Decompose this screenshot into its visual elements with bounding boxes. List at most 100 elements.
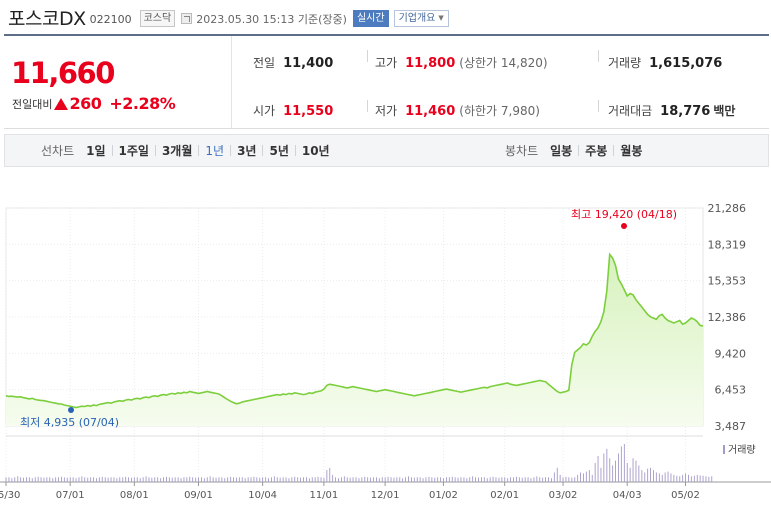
high-value: 11,800 (405, 56, 456, 71)
volume-bar (609, 458, 611, 483)
volume-bar (556, 467, 558, 483)
divider (367, 100, 368, 112)
volume-bar (265, 477, 267, 483)
stat-open: 시가 11,550 (253, 102, 333, 119)
tab-weekly[interactable]: 주봉 (585, 144, 608, 158)
volume-bar (498, 477, 500, 482)
volume-bar (390, 477, 392, 483)
volume-bar (481, 477, 482, 483)
volume-bar (230, 476, 232, 482)
open-value: 11,550 (283, 104, 334, 119)
volume-bar (702, 475, 704, 482)
volume-bar (510, 477, 511, 483)
volume-bar (98, 477, 100, 483)
volume-bar (667, 471, 669, 483)
volume-bar (69, 477, 71, 483)
stock-code: 022100 (89, 12, 132, 26)
volume-bar (145, 476, 147, 482)
divider (367, 50, 368, 62)
volume-bar (308, 478, 310, 482)
tab-daily[interactable]: 일봉 (550, 144, 573, 158)
low-label: 저가 (375, 104, 398, 118)
chevron-down-icon: ▼ (438, 13, 444, 22)
volume-bar (107, 477, 109, 482)
volume-bar (87, 477, 89, 482)
volume-bar (314, 477, 316, 483)
volume-bar (148, 477, 150, 483)
volume-bar (483, 477, 485, 483)
volume-bar (574, 477, 576, 483)
volume-bar (285, 477, 287, 483)
volume-bar (580, 472, 581, 482)
volume-bar (203, 478, 205, 482)
volume-bar (171, 477, 173, 482)
price-line (5, 252, 704, 409)
volume-bar (536, 476, 538, 482)
volume-bar (448, 477, 450, 483)
volume-bar (253, 476, 255, 482)
volume-bar (5, 477, 7, 483)
tab-1d[interactable]: 1일 (86, 144, 106, 158)
volume-bar (632, 458, 634, 483)
volume-bar (696, 474, 698, 482)
y-tick-label: 9,420 (715, 347, 747, 360)
tab-3m[interactable]: 3개월 (161, 144, 193, 158)
volume-bar (180, 478, 182, 482)
volume-bar (72, 477, 74, 483)
price-change-row: 전일대비 260 +2.28% (12, 94, 176, 113)
x-tick-label: 07/01 (56, 490, 85, 501)
volume-bar (122, 477, 124, 483)
volume-bar (693, 475, 695, 482)
volume-bar (163, 477, 164, 483)
prev-close-value: 11,400 (283, 56, 334, 71)
volume-bar (384, 477, 386, 483)
x-tick-label: 09/01 (184, 490, 213, 501)
volume-bar (349, 477, 351, 482)
tab-3y[interactable]: 3년 (237, 144, 257, 158)
volume-bar (256, 477, 258, 483)
volume-bar (17, 476, 19, 482)
volume-bar (705, 476, 707, 482)
volume-bar (206, 477, 208, 483)
tab-monthly[interactable]: 월봉 (620, 144, 643, 158)
realtime-button[interactable]: 실시간 (352, 9, 389, 27)
y-tick-label: 18,319 (708, 238, 747, 251)
volume-bar (603, 453, 605, 482)
tab-1w[interactable]: 1주일 (118, 144, 149, 158)
company-overview-button[interactable]: 기업개요 ▼ (393, 9, 449, 27)
x-tick-label: 05/02 (671, 490, 700, 501)
volume-bar (96, 478, 97, 482)
open-label: 시가 (253, 104, 276, 118)
clock-icon (181, 13, 193, 24)
volume-bar (475, 477, 476, 483)
volume-bar (478, 477, 479, 482)
y-axis: 21,286 18,319 15,353 12,386 9,420 6,453 3,487 (708, 202, 747, 433)
volume-bar (451, 476, 453, 482)
volume-bar (317, 476, 319, 482)
volume-bar (20, 477, 22, 483)
volume-bar (128, 477, 129, 483)
line-chart-label: 선차트 (41, 144, 75, 158)
volume-bar (446, 477, 447, 483)
volume-bar (591, 474, 593, 482)
change-amount: 260 (69, 94, 102, 113)
volume-bar (419, 477, 421, 483)
upper-limit: (상한가 14,820) (459, 56, 548, 70)
volume-bar (37, 476, 39, 482)
volume-bar (40, 477, 42, 483)
volume-bar (201, 477, 202, 483)
volume-bar (306, 477, 307, 483)
volume-bar (588, 470, 590, 482)
price-chart[interactable]: 21,286 18,319 15,353 12,386 9,420 6,453 3,487 … (0, 190, 771, 522)
volume-bar (460, 477, 462, 483)
volume-bar (154, 477, 156, 483)
volume-bar (594, 463, 596, 482)
tab-5y[interactable]: 5년 (269, 144, 289, 158)
tab-1y[interactable]: 1년 (205, 144, 225, 158)
volume-bar (233, 477, 234, 483)
volume-bar (168, 477, 170, 483)
volume-bar (577, 474, 579, 482)
volume-bar (119, 477, 121, 483)
tab-10y[interactable]: 10년 (301, 144, 330, 158)
volume-bar (262, 477, 264, 483)
